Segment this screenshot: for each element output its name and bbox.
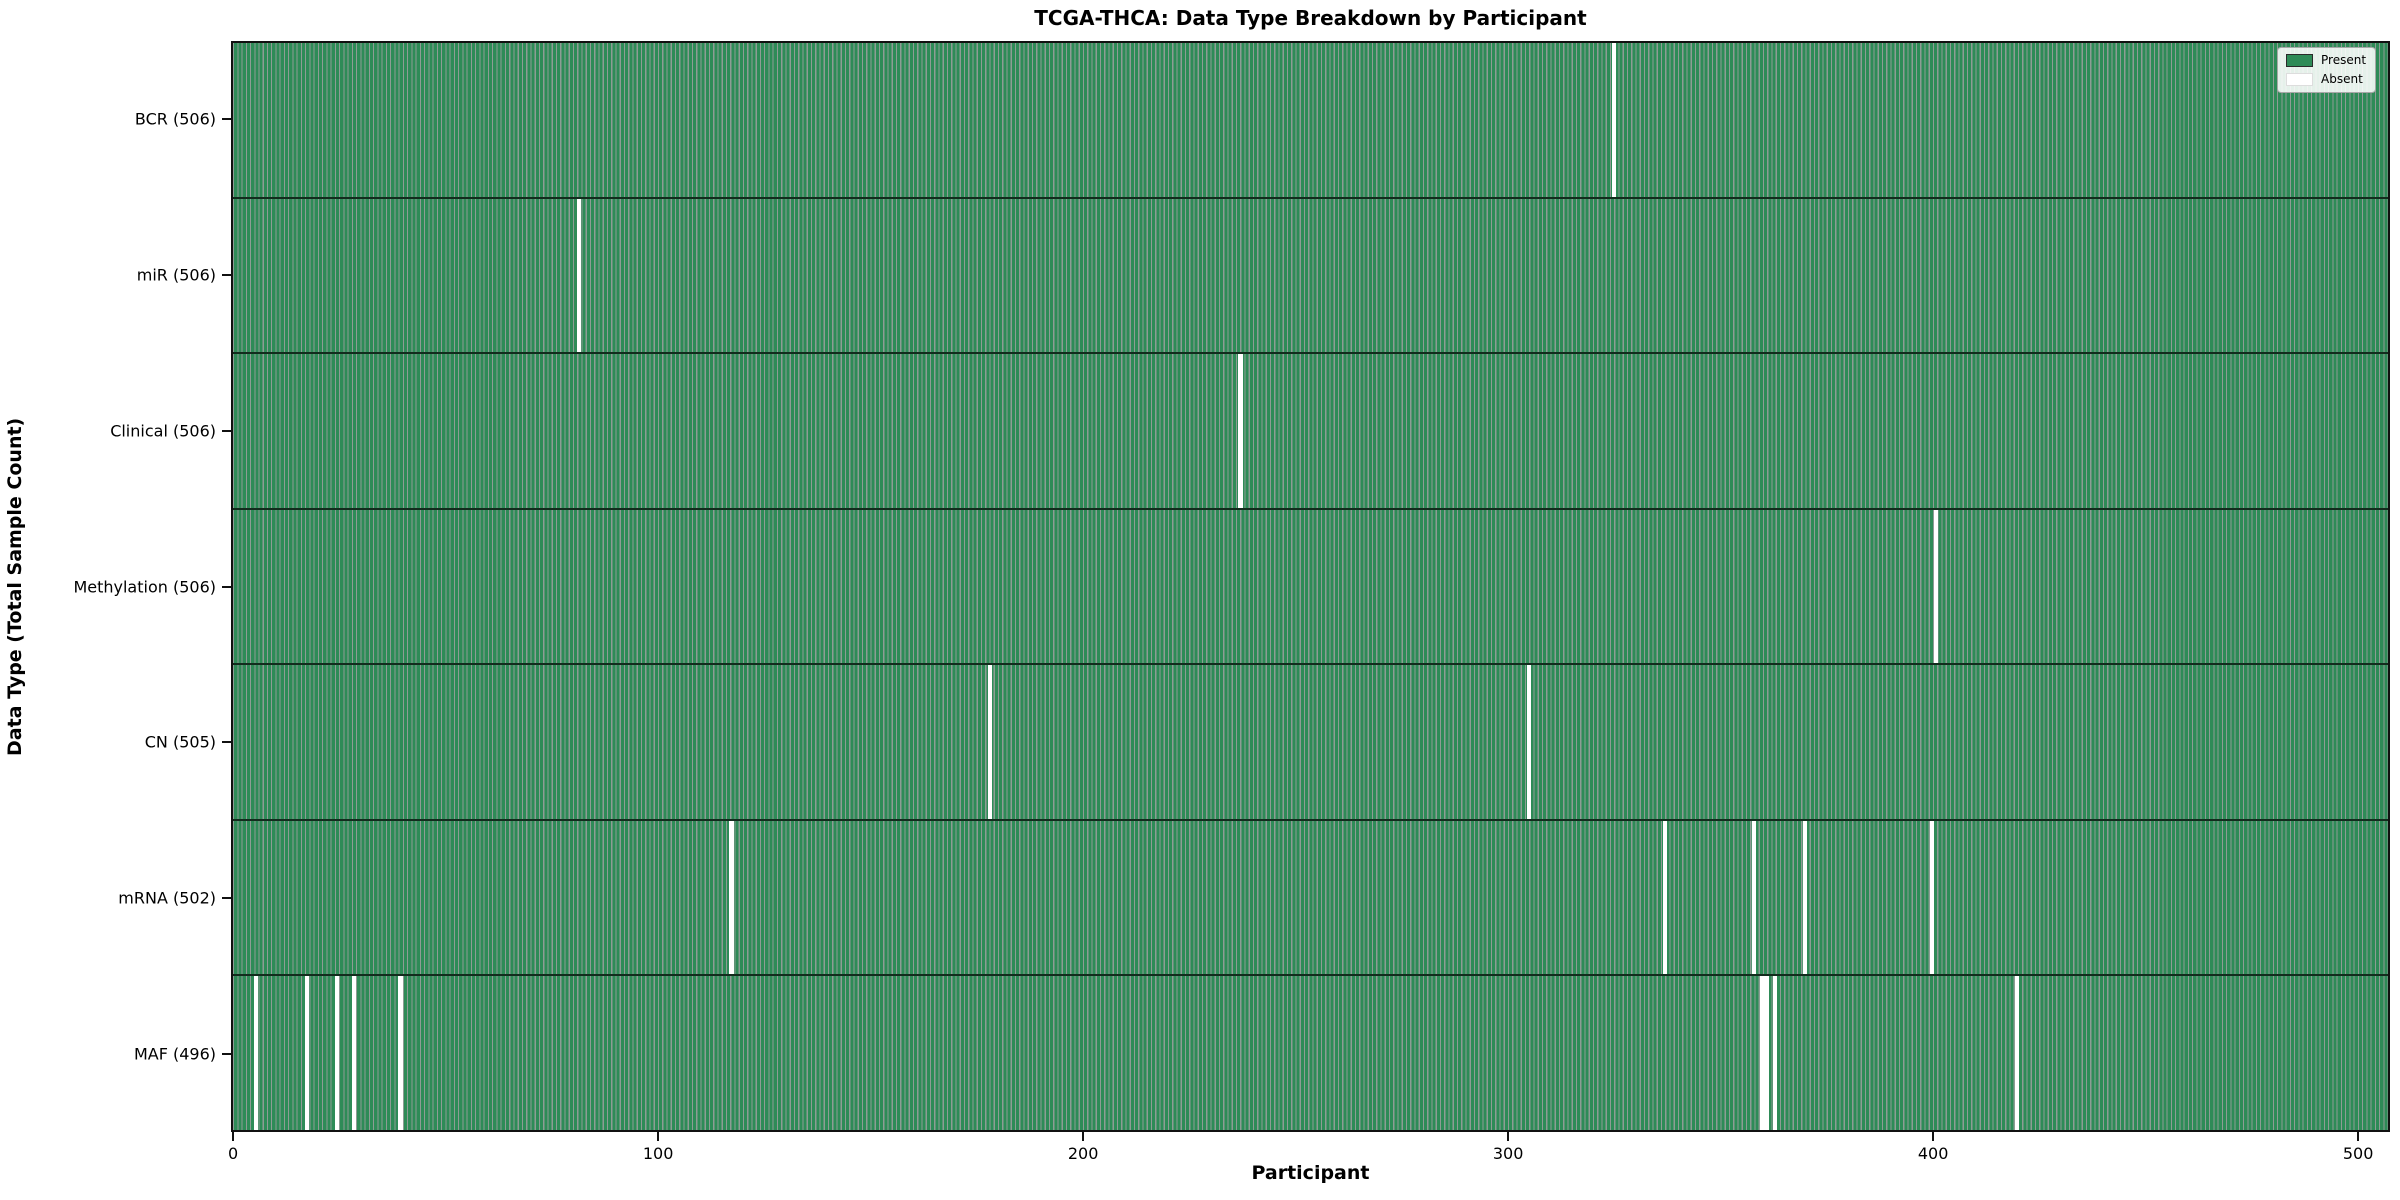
x-tick-label: 500 — [2342, 1144, 2374, 1163]
y-tick — [222, 741, 231, 744]
absent-marker — [2014, 976, 2019, 1131]
x-tick-label: 400 — [1917, 1144, 1949, 1163]
legend-label: Present — [2321, 53, 2367, 67]
y-tick — [222, 585, 231, 588]
x-tick-label: 300 — [1492, 1144, 1524, 1163]
legend-label: Absent — [2321, 72, 2363, 86]
y-tick-label: MAF (496) — [133, 1044, 216, 1064]
row-band — [233, 196, 2388, 353]
y-tick — [222, 273, 231, 276]
y-tick — [222, 897, 231, 900]
x-tick — [1932, 1132, 1935, 1141]
x-tick — [232, 1132, 235, 1141]
legend-swatch — [2286, 54, 2313, 67]
absent-marker — [1526, 665, 1532, 819]
absent-marker — [1760, 976, 1765, 1131]
row-band — [233, 507, 2388, 664]
absent-marker — [334, 976, 340, 1131]
x-tick — [1082, 1132, 1085, 1141]
absent-marker — [1772, 976, 1778, 1131]
y-tick — [222, 117, 231, 120]
absent-marker — [1751, 820, 1756, 975]
absent-marker — [398, 976, 403, 1131]
absent-marker — [1238, 354, 1243, 508]
y-tick-label: BCR (506) — [134, 109, 216, 129]
y-tick-label: Methylation (506) — [73, 577, 216, 596]
absent-marker — [1764, 976, 1769, 1131]
absent-marker — [1611, 43, 1616, 197]
legend-item: Absent — [2286, 73, 2367, 86]
y-tick-label: CN (505) — [144, 732, 216, 752]
absent-marker — [1662, 820, 1667, 975]
x-axis-label: Participant — [1251, 1162, 1370, 1184]
x-tick — [1507, 1132, 1510, 1141]
row-band — [233, 352, 2388, 508]
plot-area — [231, 41, 2390, 1132]
row-band — [233, 818, 2388, 975]
row-band — [233, 663, 2388, 819]
y-axis-label: Data Type (Total Sample Count) — [4, 417, 26, 756]
row-band — [233, 43, 2388, 197]
x-tick-label: 200 — [1067, 1144, 1099, 1163]
x-tick-label: 100 — [642, 1144, 674, 1163]
absent-marker — [1929, 820, 1935, 975]
y-tick — [222, 1053, 231, 1056]
absent-marker — [254, 976, 259, 1131]
legend-swatch — [2286, 73, 2313, 86]
x-tick-label: 0 — [228, 1144, 239, 1163]
absent-marker — [351, 976, 356, 1131]
absent-marker — [305, 976, 310, 1131]
legend-item: Present — [2286, 54, 2367, 67]
absent-marker — [729, 820, 734, 975]
y-tick-label: mRNA (502) — [118, 888, 216, 908]
absent-marker — [1802, 820, 1807, 975]
row-band — [233, 974, 2388, 1131]
chart-title: TCGA-THCA: Data Type Breakdown by Partic… — [1034, 6, 1587, 30]
y-tick-label: miR (506) — [136, 265, 216, 285]
y-tick-label: Clinical (506) — [110, 421, 216, 441]
legend: Present Absent — [2277, 47, 2376, 93]
absent-marker — [1934, 509, 1939, 664]
x-tick — [2357, 1132, 2360, 1141]
absent-marker — [988, 665, 993, 819]
absent-marker — [576, 198, 581, 353]
x-tick — [657, 1132, 660, 1141]
y-tick — [222, 429, 231, 432]
